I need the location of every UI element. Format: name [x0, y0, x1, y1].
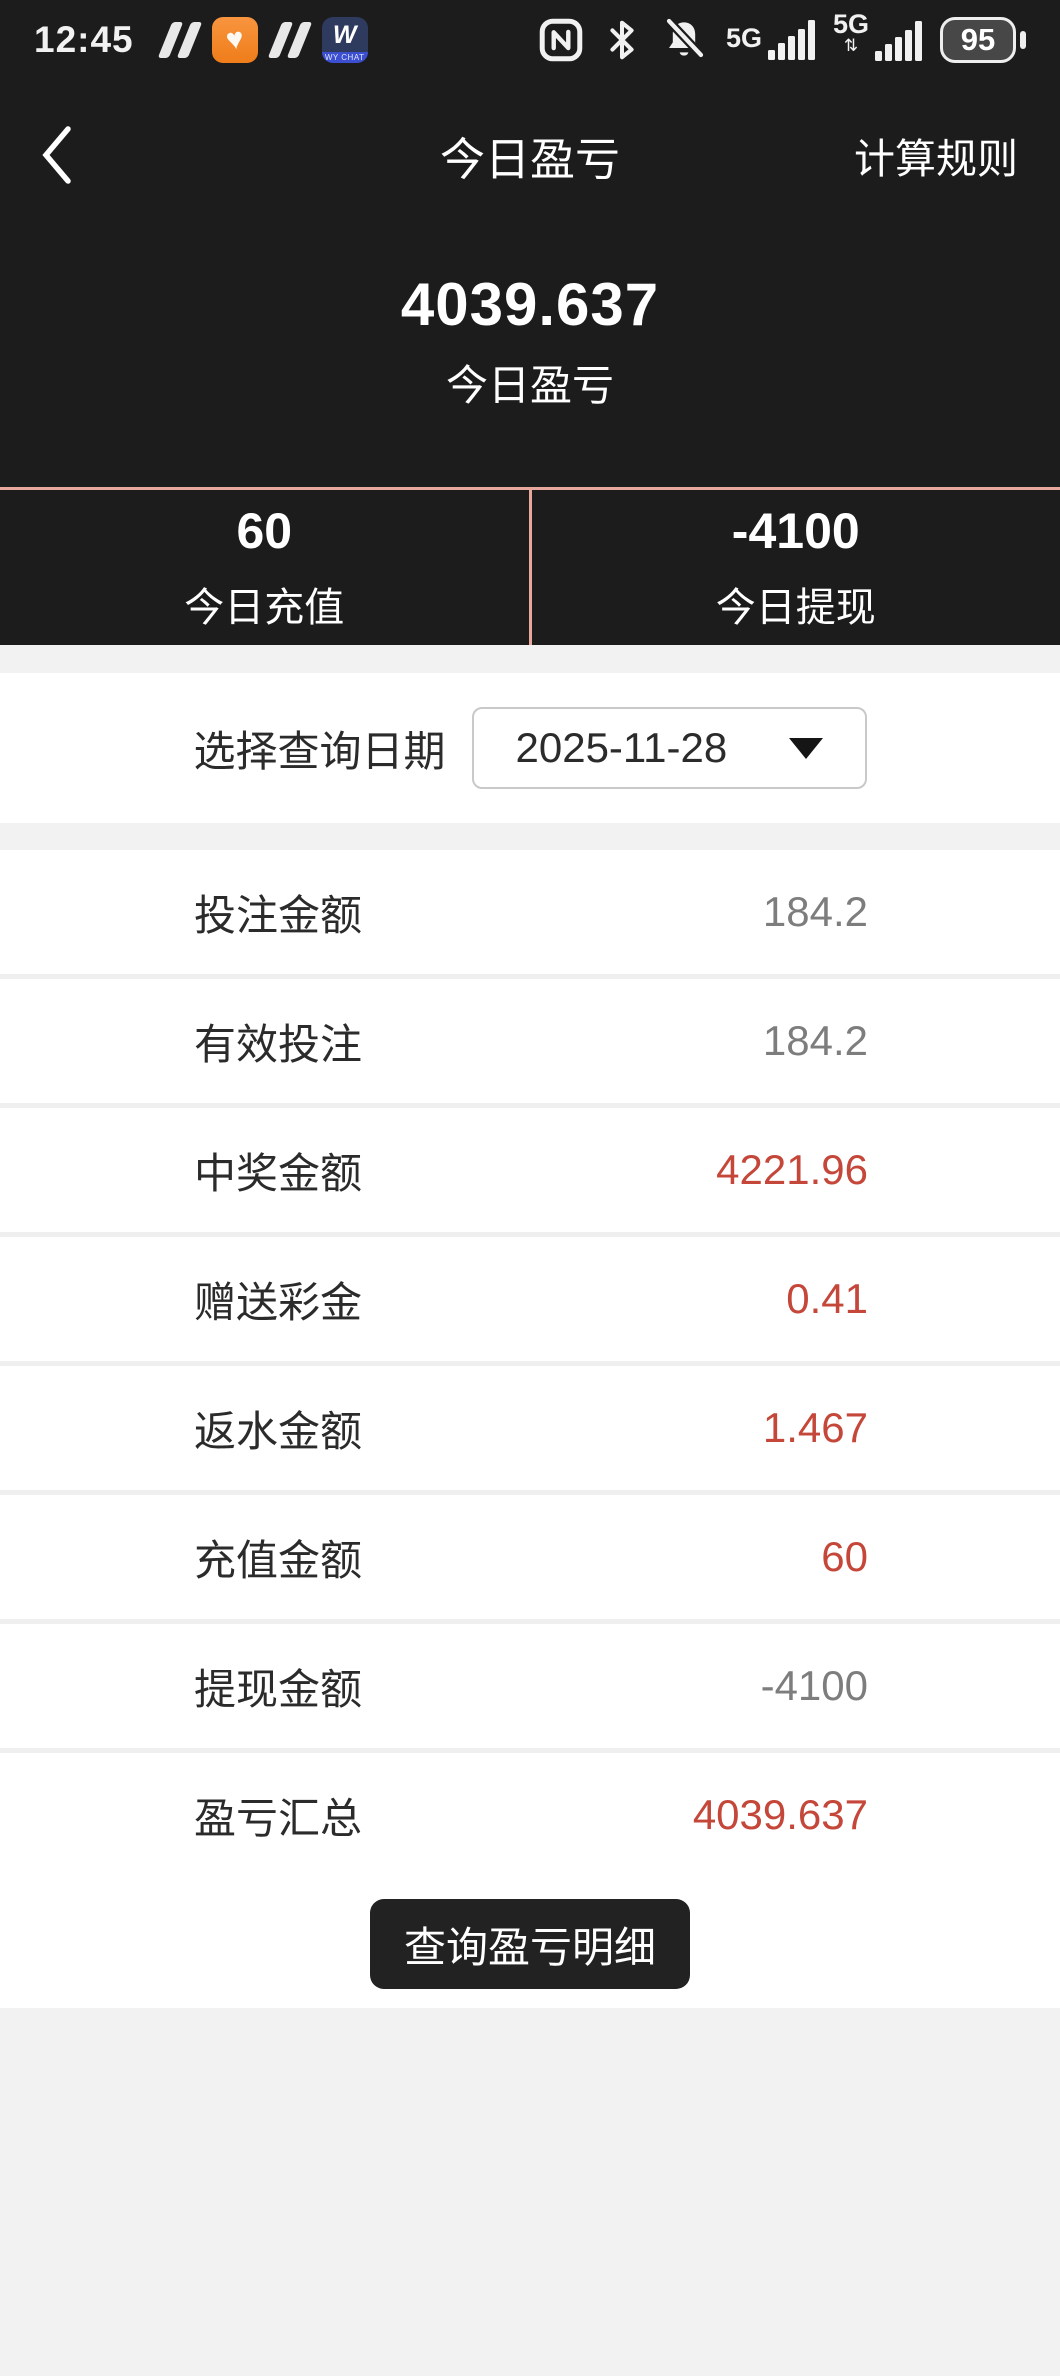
detail-row-value: 0.41 [786, 1275, 868, 1322]
detail-row-label: 充值金额 [194, 1536, 363, 1584]
page-title: 今日盈亏 [439, 133, 620, 185]
nav-header: 今日盈亏 计算规则 [0, 80, 1060, 230]
wychat-logo: W [332, 21, 357, 49]
back-chevron-icon [42, 126, 71, 184]
detail-row-label: 投注金额 [194, 891, 363, 939]
clock: 12:45 [34, 19, 134, 60]
battery-nub [1020, 31, 1026, 49]
signal-sim1-icon: 5G [726, 20, 815, 60]
detail-row-label: 中奖金额 [194, 1149, 363, 1197]
detail-row: 中奖金额 4221.96 [0, 1108, 1060, 1232]
date-picker-label: 选择查询日期 [193, 727, 446, 775]
deposit-withdraw-summary: 60 今日充值 -4100 今日提现 [0, 487, 1060, 645]
vertical-divider [528, 490, 532, 645]
detail-row-label: 盈亏汇总 [194, 1794, 363, 1842]
heart-icon: ♥ [223, 21, 246, 58]
detail-row-value: -4100 [760, 1662, 868, 1709]
notifications-muted-icon [665, 17, 705, 59]
today-withdraw-cell: -4100 今日提现 [532, 490, 1060, 645]
wychat-app-icon: W WY CHAT [321, 17, 368, 63]
spacer [0, 823, 1060, 850]
row-separator [0, 1103, 1060, 1108]
row-separator [0, 974, 1060, 979]
battery-percent: 95 [960, 22, 996, 57]
health-app-icon: ♥ [211, 17, 258, 63]
today-withdraw-label: 今日提现 [715, 585, 876, 630]
today-profit-amount: 4039.637 [400, 271, 660, 338]
query-profit-detail-button[interactable]: 查询盈亏明细 [369, 1899, 690, 1989]
calculation-rules-link[interactable]: 计算规则 [848, 80, 1024, 230]
date-select-box[interactable]: 2025-11-28 [471, 707, 867, 789]
row-separator [0, 1361, 1060, 1366]
footer-spacer [0, 2008, 1060, 2376]
detail-row-value: 184.2 [762, 1017, 868, 1064]
row-separator [0, 1619, 1060, 1624]
spacer [0, 645, 1060, 673]
today-deposit-label: 今日充值 [184, 585, 345, 630]
detail-row-label: 返水金额 [194, 1407, 363, 1455]
today-withdraw-value: -4100 [731, 502, 860, 559]
signal-sim2-icon: 5G ⇅ [833, 11, 922, 61]
row-separator [0, 1490, 1060, 1495]
detail-row-value: 4039.637 [692, 1791, 868, 1838]
status-bar-left: 12:45 ♥ W WY CHAT [34, 17, 368, 63]
bluetooth-icon [610, 20, 634, 60]
detail-row: 返水金额 1.467 [0, 1366, 1060, 1490]
wychat-label: WY CHAT [321, 52, 368, 63]
row-separator [0, 1232, 1060, 1237]
date-picker-row: 选择查询日期 2025-11-28 [0, 673, 1060, 823]
dropdown-caret-icon [788, 737, 823, 759]
selected-date: 2025-11-28 [515, 724, 728, 771]
stripes-notification-icon [267, 22, 312, 58]
nfc-icon [539, 18, 583, 62]
detail-row: 有效投注 184.2 [0, 979, 1060, 1103]
detail-row: 赠送彩金 0.41 [0, 1237, 1060, 1361]
detail-row: 盈亏汇总 4039.637 [0, 1753, 1060, 1877]
detail-row: 提现金额 -4100 [0, 1624, 1060, 1748]
detail-row-label: 提现金额 [194, 1665, 363, 1713]
profit-hero: 4039.637 今日盈亏 [0, 230, 1060, 487]
query-button-section: 查询盈亏明细 [0, 1877, 1060, 2008]
detail-row-value: 4221.96 [716, 1146, 868, 1193]
back-button[interactable] [26, 80, 86, 230]
stripes-notification-icon [157, 22, 202, 58]
today-deposit-cell: 60 今日充值 [0, 490, 529, 645]
detail-row: 投注金额 184.2 [0, 850, 1060, 974]
detail-row: 充值金额 60 [0, 1495, 1060, 1619]
detail-row-value: 60 [821, 1533, 868, 1580]
row-separator [0, 1748, 1060, 1753]
detail-row-value: 184.2 [762, 888, 868, 935]
updown-arrows-icon: ⇅ [843, 36, 859, 55]
detail-row-label: 有效投注 [194, 1020, 363, 1068]
detail-row-value: 1.467 [762, 1404, 868, 1451]
battery-indicator: 95 [940, 17, 1026, 63]
detail-row-label: 赠送彩金 [194, 1278, 363, 1326]
today-profit-label: 今日盈亏 [445, 362, 614, 409]
status-bar-right: 5G 5G ⇅ 95 [538, 11, 1026, 64]
profit-detail-list: 投注金额 184.2 有效投注 184.2 中奖金额 4221.96 赠送彩金 … [0, 850, 1060, 1877]
today-deposit-value: 60 [236, 502, 293, 559]
status-bar: 12:45 ♥ W WY CHAT 5G 5G [0, 0, 1060, 80]
